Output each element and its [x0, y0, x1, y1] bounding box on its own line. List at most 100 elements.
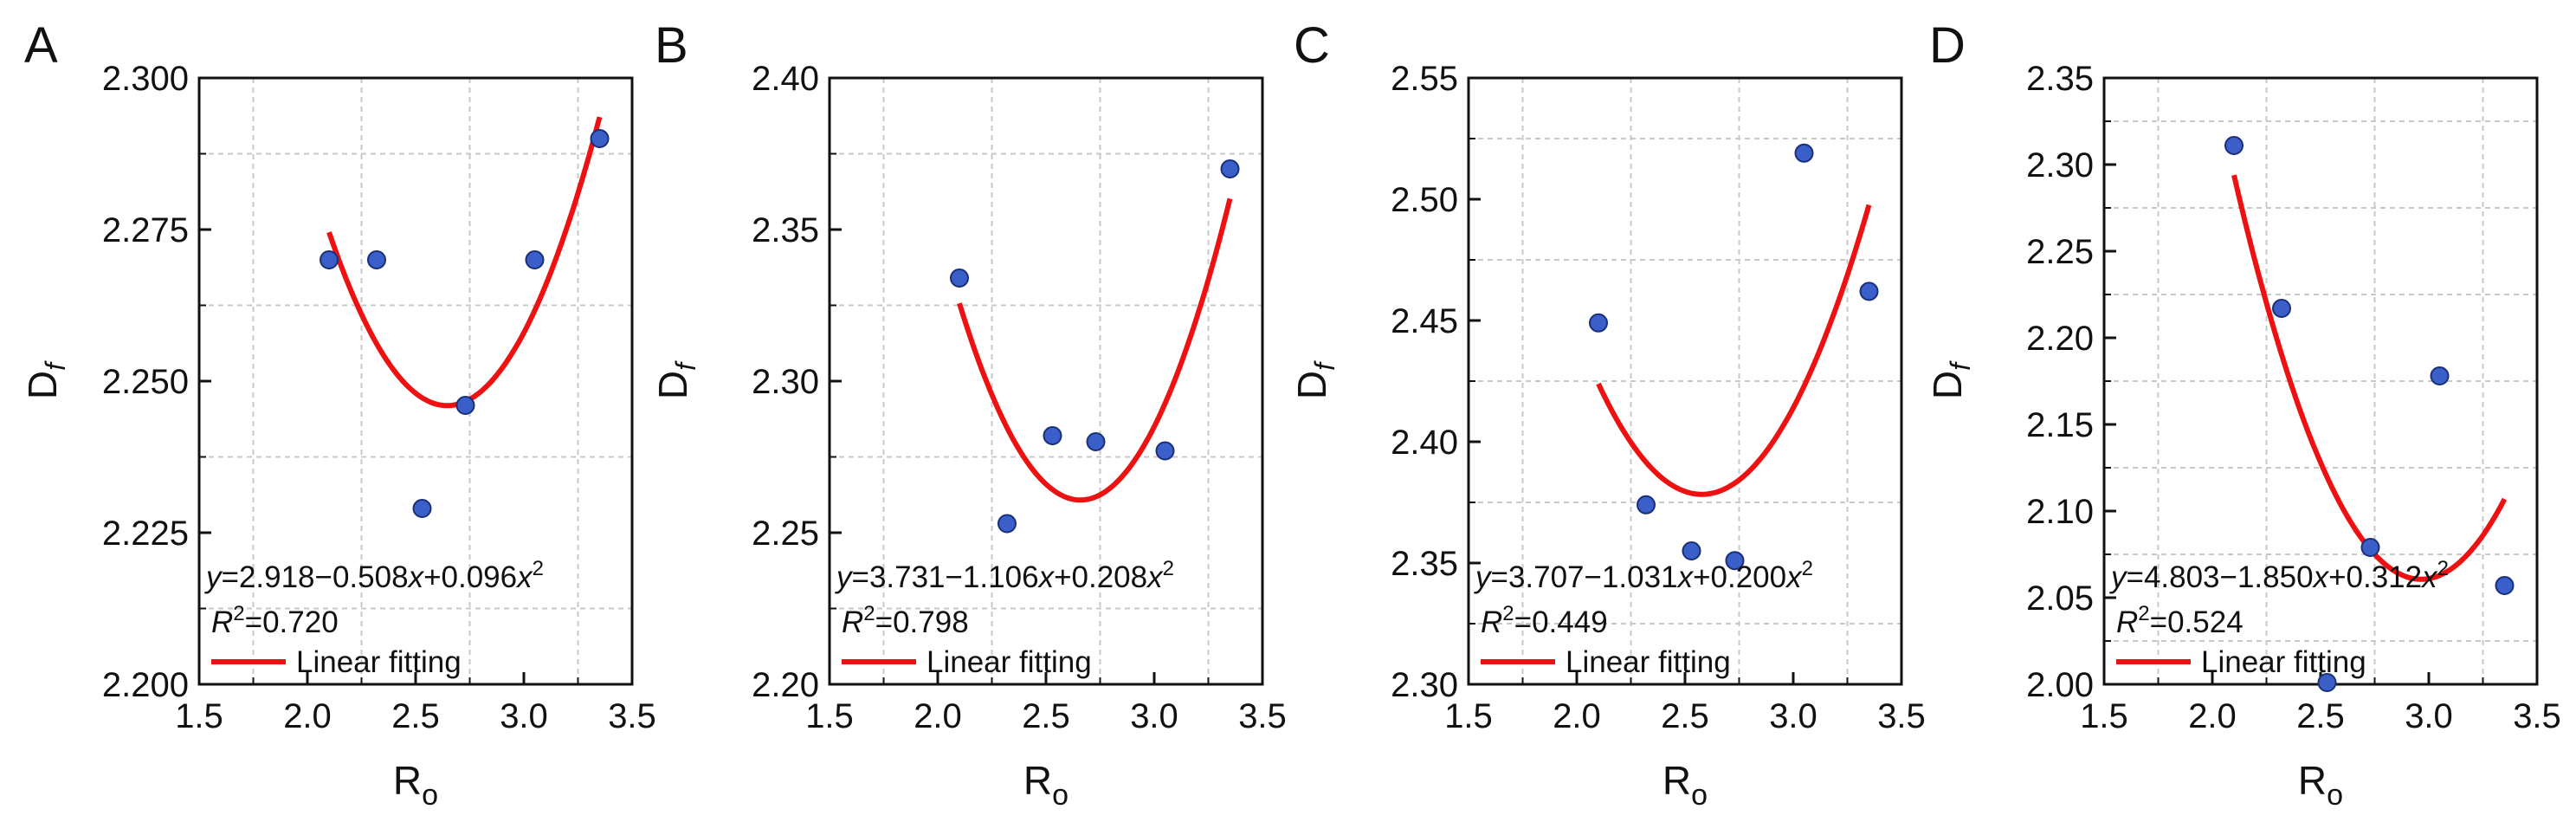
- legend-label-c: Linear fitting: [1566, 645, 1731, 679]
- y-axis-label-a: Df: [20, 360, 71, 399]
- y-tick-label-d: 2.35: [2026, 60, 2094, 98]
- y-tick-label-d: 2.25: [2026, 233, 2094, 271]
- y-tick-label-b: 2.30: [752, 363, 819, 401]
- x-tick-label-a: 1.5: [175, 697, 223, 735]
- data-points-c: [1589, 143, 1879, 571]
- data-point-c: [1637, 495, 1656, 515]
- y-tick-label-b: 2.35: [752, 211, 819, 249]
- y-tick-label-c: 2.45: [1391, 302, 1458, 340]
- y-tick-label-a: 2.200: [102, 666, 189, 704]
- y-tick-label-b: 2.20: [752, 666, 819, 704]
- panel-d: 1.5 2.0 2.5 3.0 3.5 2.00 2.05 2.10 2.15 2.20 2.25…: [1925, 17, 2561, 812]
- y-axis-label-d: Df: [1925, 360, 1976, 399]
- grid-lines-a: [199, 78, 632, 684]
- x-axis-d: 1.5 2.0 2.5 3.0 3.5: [2080, 672, 2561, 735]
- y-tick-label-c: 2.35: [1391, 545, 1458, 583]
- y-tick-label-c: 2.40: [1391, 424, 1458, 462]
- x-tick-label-d: 3.0: [2405, 697, 2453, 735]
- x-axis-label-c: Ro: [1662, 758, 1708, 812]
- data-point-b: [1043, 426, 1062, 445]
- x-axis-c: 1.5 2.0 2.5 3.0 3.5: [1444, 672, 1926, 735]
- data-point-a: [320, 250, 339, 269]
- data-point-a: [455, 396, 475, 415]
- y-tick-label-d: 2.10: [2026, 493, 2094, 531]
- x-tick-label-a: 3.5: [608, 697, 656, 735]
- data-point-d: [2317, 673, 2337, 692]
- x-tick-label-c: 3.5: [1877, 697, 1926, 735]
- y-axis-a: 2.200 2.225 2.250 2.275 2.300: [102, 60, 211, 704]
- y-axis-label-c: Df: [1289, 360, 1340, 399]
- y-tick-label-d: 2.20: [2026, 320, 2094, 358]
- fit-equation-b: y=3.731−1.106x+0.208x2: [835, 557, 1174, 594]
- x-tick-label-c: 3.0: [1769, 697, 1817, 735]
- data-point-a: [367, 250, 386, 269]
- x-tick-label-b: 3.0: [1130, 697, 1178, 735]
- panel-c: 1.5 2.0 2.5 3.0 3.5 2.30 2.35 2.40 2.45 2.50 2.55…: [1289, 17, 1926, 812]
- data-point-c: [1682, 541, 1701, 560]
- x-tick-label-a: 2.0: [283, 697, 332, 735]
- data-point-d: [2495, 576, 2515, 595]
- data-point-c: [1725, 551, 1745, 571]
- y-axis-b: 2.20 2.25 2.30 2.35 2.40: [752, 60, 842, 704]
- fit-curve-b: [957, 197, 1233, 503]
- y-tick-label-b: 2.25: [752, 515, 819, 553]
- grid-lines-c: [1469, 78, 1901, 684]
- r-squared-d: R2=0.524: [2116, 602, 2244, 639]
- legend-label-b: Linear fitting: [926, 645, 1092, 679]
- legend-label-a: Linear fitting: [296, 645, 462, 679]
- x-axis-b: 1.5 2.0 2.5 3.0 3.5: [805, 672, 1287, 735]
- x-tick-label-d: 3.5: [2513, 697, 2561, 735]
- fit-equation-a: y=2.918−0.508x+0.096x2: [204, 557, 544, 594]
- y-tick-label-d: 2.05: [2026, 579, 2094, 618]
- y-axis-label-b: Df: [650, 360, 701, 399]
- data-point-d: [2224, 136, 2244, 155]
- grid-lines-b: [830, 78, 1262, 684]
- x-tick-label-b: 2.5: [1022, 697, 1070, 735]
- panel-letter-a: A: [24, 17, 58, 74]
- data-point-d: [2360, 538, 2380, 557]
- x-tick-label-a: 3.0: [500, 697, 548, 735]
- x-tick-label-c: 2.5: [1661, 697, 1709, 735]
- x-tick-label-d: 2.0: [2188, 697, 2237, 735]
- y-tick-label-c: 2.30: [1391, 666, 1458, 704]
- r-squared-c: R2=0.449: [1481, 602, 1608, 639]
- data-point-b: [1086, 432, 1106, 451]
- fit-equation-c: y=3.707−1.031x+0.200x2: [1474, 557, 1813, 594]
- y-tick-label-d: 2.15: [2026, 406, 2094, 444]
- y-tick-label-c: 2.50: [1391, 181, 1458, 219]
- r-squared-b: R2=0.798: [842, 602, 969, 639]
- y-tick-label-d: 2.00: [2026, 666, 2094, 704]
- x-axis-label-b: Ro: [1023, 758, 1068, 812]
- panel-b: 1.5 2.0 2.5 3.0 3.5 2.20 2.25 2.30 2.35 2.40 B D…: [650, 17, 1287, 812]
- x-tick-label-a: 2.5: [391, 697, 440, 735]
- panel-letter-c: C: [1294, 17, 1330, 74]
- data-point-b: [950, 269, 969, 288]
- data-point-c: [1859, 282, 1879, 301]
- y-tick-label-a: 2.275: [102, 211, 189, 249]
- data-point-a: [525, 250, 545, 269]
- fit-curve-c: [1596, 204, 1872, 497]
- panel-letter-b: B: [655, 17, 688, 74]
- x-tick-label-d: 1.5: [2080, 697, 2128, 735]
- x-axis-a: 1.5 2.0 2.5 3.0 3.5: [175, 672, 656, 735]
- data-point-c: [1589, 313, 1608, 333]
- y-axis-d: 2.00 2.05 2.10 2.15 2.20 2.25 2.30 2.35: [2026, 60, 2116, 704]
- panel-letter-d: D: [1929, 17, 1966, 74]
- x-tick-label-c: 1.5: [1444, 697, 1493, 735]
- data-point-b: [1155, 441, 1175, 461]
- data-point-a: [590, 129, 610, 148]
- y-tick-label-a: 2.250: [102, 363, 189, 401]
- fit-curve-d: [2231, 174, 2508, 582]
- data-point-c: [1794, 143, 1814, 163]
- x-tick-label-b: 3.5: [1238, 697, 1287, 735]
- x-axis-label-a: Ro: [393, 758, 438, 812]
- y-tick-label-b: 2.40: [752, 60, 819, 98]
- y-tick-label-d: 2.30: [2026, 146, 2094, 184]
- y-axis-c: 2.30 2.35 2.40 2.45 2.50 2.55: [1391, 60, 1481, 704]
- y-tick-label-c: 2.55: [1391, 60, 1458, 98]
- grid-lines-d: [2104, 78, 2537, 684]
- x-tick-label-d: 2.5: [2296, 697, 2345, 735]
- y-tick-label-a: 2.300: [102, 60, 189, 98]
- fit-equation-d: y=4.803−1.850x+0.312x2: [2109, 557, 2449, 594]
